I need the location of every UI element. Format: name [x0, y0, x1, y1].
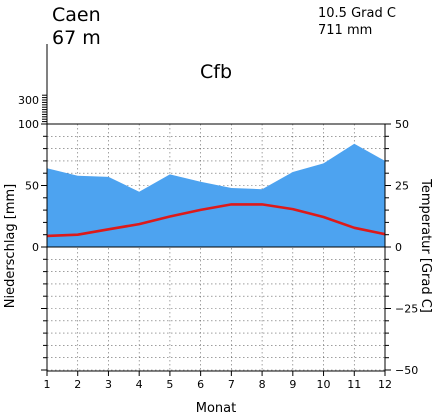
x-tick-label: 2 — [74, 378, 81, 391]
x-tick-label: 1 — [44, 378, 51, 391]
x-tick-label: 5 — [166, 378, 173, 391]
station-elevation: 67 m — [52, 27, 101, 49]
annual-precipitation: 711 mm — [318, 23, 372, 38]
x-tick-label: 4 — [136, 378, 143, 391]
mean-temperature: 10.5 Grad C — [318, 6, 396, 21]
left-tick-label: 0 — [32, 241, 39, 254]
right-tick-label: 50 — [395, 118, 409, 131]
x-tick-label: 7 — [228, 378, 235, 391]
x-tick-label: 10 — [317, 378, 331, 391]
right-tick-label: 25 — [395, 180, 409, 193]
x-tick-label: 8 — [259, 378, 266, 391]
station-name: Caen — [52, 4, 101, 26]
x-tick-label: 12 — [378, 378, 392, 391]
left-axis-label: Niederschlag [mm] — [3, 184, 18, 309]
x-tick-label: 11 — [347, 378, 361, 391]
x-tick-label: 3 — [105, 378, 112, 391]
precipitation-area-shape — [47, 143, 385, 247]
left-tick-label: 50 — [25, 180, 39, 193]
climate-class: Cfb — [200, 61, 232, 83]
temperature-line-path — [46, 203, 386, 238]
right-tick-label: −50 — [395, 364, 418, 377]
axes — [41, 44, 391, 376]
left-tick-label: 300 — [18, 94, 39, 107]
x-axis-label: Monat — [196, 401, 236, 415]
right-tick-label: −25 — [395, 303, 418, 316]
right-tick-label: 0 — [395, 241, 402, 254]
x-tick-label: 9 — [289, 378, 296, 391]
left-tick-label: 100 — [18, 118, 39, 131]
x-tick-label: 6 — [197, 378, 204, 391]
right-axis-label: Temperatur [Grad C] — [418, 178, 433, 313]
